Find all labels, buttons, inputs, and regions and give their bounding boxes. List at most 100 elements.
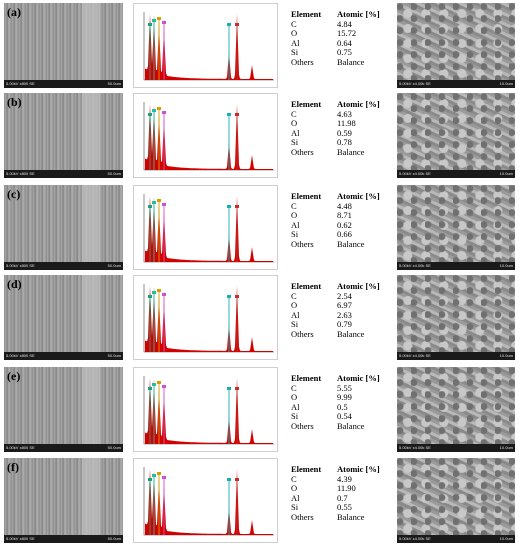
element-name: Others — [291, 420, 314, 431]
eds-spectrum — [133, 3, 278, 88]
element-marker-tag — [235, 205, 239, 208]
panel-label: (e) — [7, 369, 21, 383]
element-marker-tag — [162, 476, 166, 479]
sem-info-right: 50.0um — [107, 536, 121, 541]
figure-row: (b) 5.00kV x800 SE 50.0um Element Atomic [%]… — [0, 90, 519, 180]
element-name: Si — [291, 47, 299, 57]
element-marker-tag — [148, 205, 152, 208]
element-name: C — [291, 290, 297, 301]
atomic-value: Balance — [337, 238, 365, 249]
micro-info-right: 10.0um — [499, 445, 513, 450]
element-name: O — [291, 392, 298, 402]
element-name: O — [291, 28, 298, 38]
element-marker-tag — [157, 17, 161, 20]
spectrum-curve — [145, 14, 273, 80]
table-header: Element Atomic [%] — [291, 281, 391, 292]
sem-info-bar: 5.00kV x800 SE 50.0um — [4, 170, 123, 178]
element-name: O — [291, 483, 298, 493]
composition-table: Element Atomic [%] C 5.55 O 9.99 Al 0.5 Si 0.54 Ot… — [291, 373, 391, 432]
element-marker-tag — [152, 291, 156, 294]
atomic-value: 4.48 — [337, 200, 352, 211]
element-name: C — [291, 18, 297, 29]
element-marker-tag — [157, 472, 161, 475]
element-marker-tag — [227, 113, 231, 116]
composition-table: Element Atomic [%] C 4.84 O 15.72 Al 0.64 Si 0.75… — [291, 9, 391, 68]
element-name: Al — [291, 219, 300, 230]
table-row: O 9.99 — [291, 392, 391, 403]
atomic-value: 0.5 — [337, 401, 348, 412]
atomic-value: Balance — [337, 56, 365, 67]
atomic-value: 11.90 — [337, 483, 356, 493]
table-header: Element Atomic [%] — [291, 191, 391, 202]
micro-info-right: 10.0um — [499, 536, 513, 541]
element-marker-tag — [152, 383, 156, 386]
micro-info-left: 5.00kV x4.00k SE — [399, 536, 431, 541]
element-marker-tag — [227, 478, 231, 481]
spectrum-plot — [143, 102, 274, 171]
element-marker-tag — [148, 387, 152, 390]
atomic-value: 0.54 — [337, 411, 352, 421]
panel-label: (c) — [7, 187, 21, 201]
table-row: Others Balance — [291, 511, 391, 523]
micro-info-right: 10.0um — [499, 353, 513, 358]
atomic-value: 4.84 — [337, 18, 352, 29]
sem-image: (c) 5.00kV x800 SE 50.0um — [4, 185, 123, 270]
spectrum-plot — [143, 376, 274, 445]
panel-label: (f) — [7, 460, 19, 474]
sem-image: (f) 5.00kV x800 SE 50.0um — [4, 458, 123, 543]
element-marker-tag — [148, 23, 152, 26]
sem-info-left: 5.00kV x800 SE — [6, 81, 35, 86]
table-row: Si 0.66 — [291, 229, 391, 240]
header-element: Element — [291, 373, 322, 383]
sem-info-right: 50.0um — [107, 263, 121, 268]
sem-info-bar: 5.00kV x800 SE 50.0um — [4, 352, 123, 360]
atomic-value: Balance — [337, 511, 365, 522]
table-row: C 4.48 — [291, 200, 391, 212]
header-element: Element — [291, 9, 322, 19]
table-row: Al 0.59 — [291, 127, 391, 139]
micro-info-right: 10.0um — [499, 81, 513, 86]
spectrum-plot — [143, 12, 274, 81]
table-row: Al 0.62 — [291, 219, 391, 231]
atomic-value: Balance — [337, 328, 365, 339]
atomic-value: 0.78 — [337, 137, 352, 147]
element-marker-tag — [227, 205, 231, 208]
element-marker-tag — [148, 295, 152, 298]
atomic-value: 4.39 — [337, 473, 352, 484]
element-marker-tag — [162, 21, 166, 24]
element-name: Al — [291, 37, 300, 48]
element-name: Al — [291, 127, 300, 138]
composition-table: Element Atomic [%] C 4.63 O 11.98 Al 0.59 Si 0.78… — [291, 99, 391, 158]
element-name: C — [291, 473, 297, 484]
sem-image: (e) 5.00kV x800 SE 50.0um — [4, 367, 123, 452]
sem-info-right: 50.0um — [107, 81, 121, 86]
element-marker-tag — [157, 289, 161, 292]
micro-info-right: 10.0um — [499, 171, 513, 176]
atomic-value: 8.71 — [337, 210, 352, 220]
element-marker-tag — [235, 387, 239, 390]
table-row: Si 0.55 — [291, 502, 391, 513]
element-name: Others — [291, 511, 314, 522]
eds-spectrum — [133, 275, 278, 360]
high-mag-sem-image: 5.00kV x4.00k SE 10.0um — [397, 367, 515, 452]
table-row: Others Balance — [291, 146, 391, 158]
atomic-value: Balance — [337, 146, 365, 157]
spectrum-plot — [143, 467, 274, 536]
spectrum-plot — [143, 284, 274, 353]
micro-info-bar: 5.00kV x4.00k SE 10.0um — [397, 170, 515, 178]
table-row: Others Balance — [291, 420, 391, 432]
header-atomic: Atomic [%] — [337, 464, 380, 474]
atomic-value: 0.55 — [337, 502, 352, 512]
element-marker-tag — [152, 109, 156, 112]
element-name: O — [291, 210, 298, 220]
table-row: Others Balance — [291, 56, 391, 68]
composition-table: Element Atomic [%] C 4.48 O 8.71 Al 0.62 Si 0.66 O… — [291, 191, 391, 249]
element-name: Others — [291, 146, 314, 157]
element-name: Si — [291, 137, 299, 147]
sem-info-left: 5.00kV x800 SE — [6, 353, 35, 358]
micro-info-left: 5.00kV x4.00k SE — [399, 353, 431, 358]
element-marker-tag — [235, 478, 239, 481]
sem-info-right: 50.0um — [107, 171, 121, 176]
atomic-value: 11.98 — [337, 118, 356, 128]
header-element: Element — [291, 464, 322, 474]
